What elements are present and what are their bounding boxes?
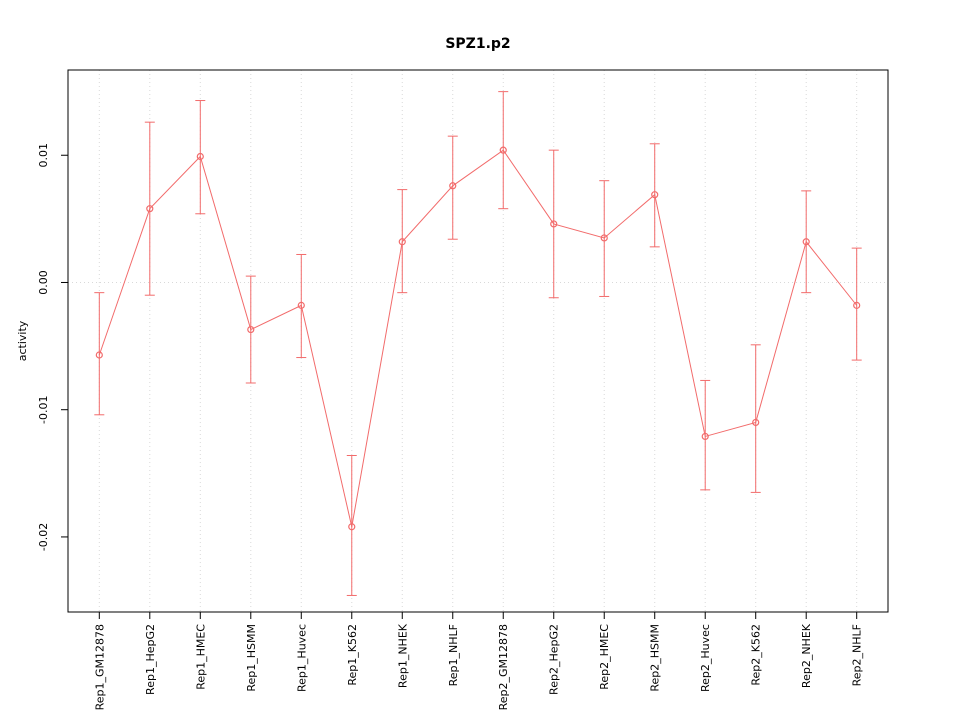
data-point: [802, 238, 810, 246]
data-point: [146, 205, 154, 213]
data-point: [247, 325, 255, 334]
x-tick-label: Rep2_HepG2: [548, 624, 561, 695]
x-tick-label: Rep1_GM12878: [93, 624, 106, 710]
x-tick-label: Rep1_K562: [346, 624, 359, 686]
x-tick-label: Rep1_HepG2: [144, 624, 157, 695]
data-point: [95, 351, 103, 359]
data-point: [449, 182, 457, 190]
y-axis-title: activity: [16, 320, 29, 361]
grid-layer: [68, 70, 888, 612]
x-tick-label: Rep2_K562: [750, 624, 763, 686]
series-line: [98, 149, 858, 527]
data-point: [398, 238, 406, 246]
x-tick-label: Rep1_NHEK: [396, 623, 409, 688]
y-tick-label: -0.02: [37, 523, 50, 551]
data-point: [297, 301, 305, 309]
data-point: [550, 220, 558, 228]
data-point: [752, 418, 760, 427]
y-tick-label: 0.01: [37, 143, 50, 168]
data-point: [196, 152, 204, 161]
x-tick-label: Rep2_NHEK: [800, 623, 813, 688]
x-tick-label: Rep1_HSMM: [245, 624, 258, 692]
data-point: [348, 523, 356, 531]
plot-area: [94, 91, 862, 596]
axis-layer: 0.01 0.00 -0.01 -0.02 Rep1_GM12878 Rep1_HepG2…: [37, 69, 889, 710]
x-tick-label: Rep1_NHLF: [447, 624, 460, 686]
x-tick-label: Rep1_HMEC: [194, 624, 207, 690]
x-tick-label: Rep1_Huvec: [295, 624, 308, 692]
data-point: [701, 432, 709, 441]
data-point: [651, 191, 659, 199]
chart-title: SPZ1.p2: [445, 36, 510, 52]
x-tick-label: Rep2_HMEC: [598, 624, 611, 690]
data-point: [600, 234, 608, 242]
x-tick-label: Rep2_NHLF: [851, 624, 864, 686]
x-tick-label: Rep2_HSMM: [649, 624, 662, 692]
plot-border: [67, 69, 889, 613]
x-tick-label: Rep2_GM12878: [497, 624, 510, 710]
y-tick-label: -0.01: [37, 395, 50, 423]
data-point: [853, 301, 861, 309]
x-tick-label: Rep2_Huvec: [699, 624, 712, 692]
data-point: [499, 146, 507, 154]
y-tick-label: 0.00: [37, 270, 50, 295]
